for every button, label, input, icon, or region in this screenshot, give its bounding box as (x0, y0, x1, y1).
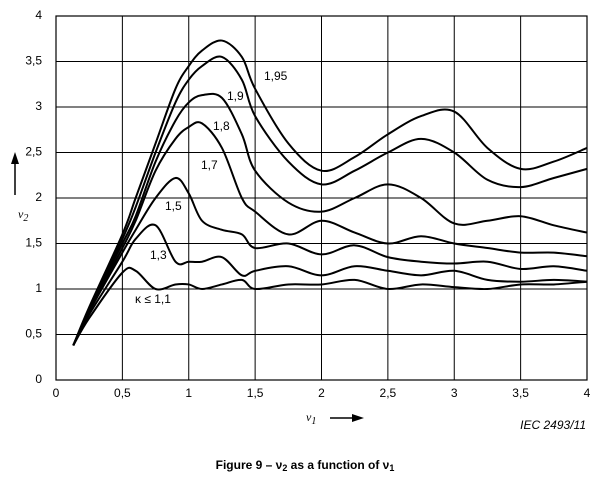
x-tick-label: 3,5 (512, 386, 529, 400)
x-tick-label: 3 (451, 386, 458, 400)
curve (72, 39, 588, 346)
x-axis-label: ν1 (306, 410, 316, 428)
curve (72, 55, 588, 346)
curve-label: 1,7 (201, 158, 218, 172)
x-tick-label: 4 (584, 386, 591, 400)
title-part: as a function of ν (287, 458, 389, 472)
title-sub: 1 (389, 463, 394, 473)
y-tick-label: 4 (35, 8, 42, 22)
curve-label: κ ≤ 1,1 (135, 292, 171, 306)
x-tick-label: 0 (53, 386, 60, 400)
chart-title: Figure 9 – ν2 as a function of ν1 (216, 458, 395, 473)
y-tick-label: 0,5 (25, 327, 42, 341)
y-label-main: ν (18, 207, 24, 221)
curve (72, 121, 588, 346)
y-arrow-head (11, 152, 19, 164)
x-label-main: ν (306, 410, 312, 424)
x-arrow-head (352, 414, 364, 422)
y-label-sub: 2 (23, 213, 28, 224)
curve-label: 1,8 (213, 119, 230, 133)
y-tick-label: 3 (35, 99, 42, 113)
y-tick-label: 2,5 (25, 145, 42, 159)
curve-label: 1,95 (264, 69, 288, 83)
y-tick-label: 1 (35, 281, 42, 295)
x-tick-label: 1,5 (247, 386, 264, 400)
y-axis-label: ν2 (18, 207, 28, 225)
y-tick-label: 0 (35, 372, 42, 386)
y-tick-label: 3,5 (25, 54, 42, 68)
x-tick-label: 1 (185, 386, 192, 400)
curve (72, 223, 588, 346)
source-note: IEC 2493/11 (520, 418, 586, 432)
curve (72, 266, 588, 346)
y-tick-label: 1,5 (25, 236, 42, 250)
x-label-sub: 1 (311, 416, 316, 427)
curve (72, 176, 588, 346)
title-sub: 2 (282, 463, 287, 473)
curve (72, 92, 588, 346)
x-tick-label: 0,5 (114, 386, 131, 400)
y-tick-label: 2 (35, 190, 42, 204)
x-tick-label: 2 (318, 386, 325, 400)
title-part: Figure 9 – ν (216, 458, 283, 472)
x-tick-label: 2,5 (380, 386, 397, 400)
curve-label: 1,3 (150, 248, 167, 262)
curve-label: 1,9 (227, 89, 244, 103)
curve-label: 1,5 (165, 199, 182, 213)
